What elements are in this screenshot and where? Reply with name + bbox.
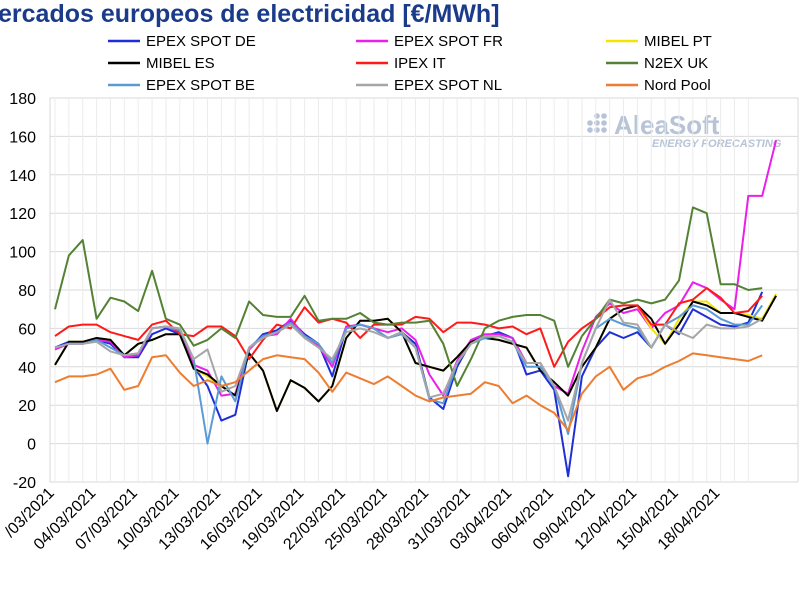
logo-dot bbox=[594, 120, 600, 126]
logo-dot bbox=[601, 127, 607, 133]
y-tick-label: 120 bbox=[9, 206, 36, 223]
y-tick-label: 20 bbox=[18, 398, 36, 415]
legend-label-nord-pool: Nord Pool bbox=[644, 77, 711, 94]
logo-dot bbox=[601, 120, 607, 126]
y-tick-label: 80 bbox=[18, 283, 36, 300]
legend-label-ipex-it: IPEX IT bbox=[394, 55, 446, 72]
logo-dot bbox=[587, 127, 593, 133]
legend-label-epex-spot-fr: EPEX SPOT FR bbox=[394, 33, 503, 50]
logo-dot bbox=[594, 127, 600, 133]
chart-title: ercados europeos de electricidad [€/MWh] bbox=[0, 0, 500, 28]
legend-label-mibel-pt: MIBEL PT bbox=[644, 33, 712, 50]
logo-tagline: ENERGY FORECASTING bbox=[652, 138, 782, 150]
y-tick-label: -20 bbox=[13, 475, 36, 492]
series-layer bbox=[54, 139, 778, 478]
y-tick-label: 0 bbox=[27, 437, 36, 454]
logo-name: AleaSoft bbox=[614, 110, 720, 140]
logo-dot bbox=[587, 120, 593, 126]
y-tick-label: 40 bbox=[18, 360, 36, 377]
legend-label-n2ex-uk: N2EX UK bbox=[644, 55, 708, 72]
series-line-n2ex-uk bbox=[54, 206, 763, 387]
legend-label-epex-spot-nl: EPEX SPOT NL bbox=[394, 77, 502, 94]
legend-label-epex-spot-de: EPEX SPOT DE bbox=[146, 33, 256, 50]
y-tick-label: 100 bbox=[9, 245, 36, 262]
logo-dot bbox=[594, 113, 600, 119]
series-line-epex-spot-de bbox=[54, 291, 764, 478]
legend-label-epex-spot-be: EPEX SPOT BE bbox=[146, 77, 255, 94]
legend: EPEX SPOT DE EPEX SPOT FR MIBEL PT MIBEL ES… bbox=[108, 33, 712, 94]
logo-dot bbox=[601, 113, 607, 119]
y-tick-label: 60 bbox=[18, 321, 36, 338]
series-line-nord-pool bbox=[54, 352, 763, 432]
y-tick-label: 180 bbox=[9, 91, 36, 108]
series-line-mibel-es bbox=[54, 295, 777, 412]
grid bbox=[49, 97, 799, 483]
y-tick-label: 140 bbox=[9, 168, 36, 185]
legend-label-mibel-es: MIBEL ES bbox=[146, 55, 215, 72]
y-tick-label: 160 bbox=[9, 129, 36, 146]
series-line-epex-spot-nl bbox=[54, 298, 763, 422]
